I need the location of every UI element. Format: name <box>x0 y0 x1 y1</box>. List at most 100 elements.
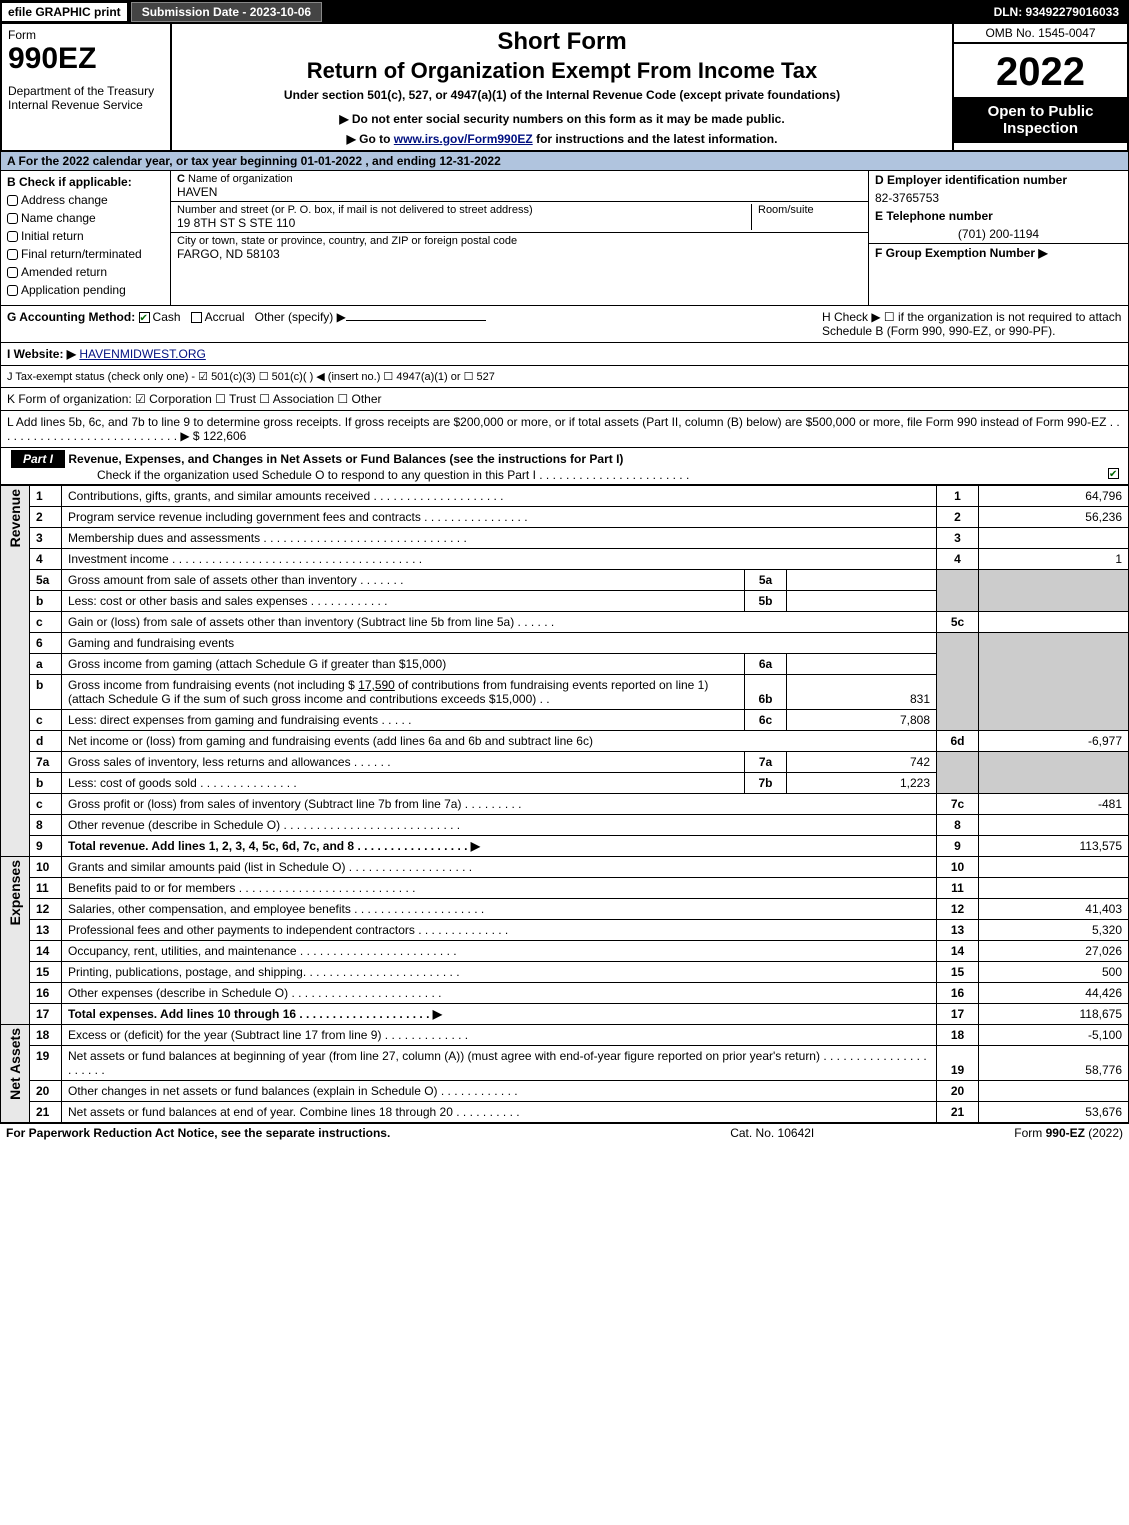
line-num: 18 <box>30 1025 62 1046</box>
l-text: L Add lines 5b, 6c, and 7b to line 9 to … <box>7 415 1120 443</box>
line-desc-6b: Gross income from fundraising events (no… <box>62 675 745 710</box>
sub-amount <box>787 654 937 675</box>
line-desc: Membership dues and assessments . . . . … <box>62 528 937 549</box>
checkbox-icon[interactable] <box>7 285 18 296</box>
department-label: Department of the Treasury Internal Reve… <box>8 84 164 112</box>
line-num: 19 <box>30 1046 62 1081</box>
room-label: Room/suite <box>752 204 862 230</box>
row-l: L Add lines 5b, 6c, and 7b to line 9 to … <box>0 411 1129 448</box>
line-amount: 118,675 <box>979 1004 1129 1025</box>
opt-application-pending: Application pending <box>7 283 164 297</box>
short-form-title: Short Form <box>180 28 944 56</box>
line-desc: Other changes in net assets or fund bala… <box>62 1081 937 1102</box>
form-ref: Form 990-EZ (2022) <box>1014 1126 1123 1140</box>
irs-link[interactable]: www.irs.gov/Form990EZ <box>394 132 533 146</box>
line-num: 16 <box>30 983 62 1004</box>
top-bar: efile GRAPHIC print Submission Date - 20… <box>0 0 1129 24</box>
checkbox-icon[interactable] <box>1108 468 1119 479</box>
d-label: D Employer identification number <box>869 171 1128 189</box>
e-label: E Telephone number <box>869 207 1128 225</box>
line-desc: Gross sales of inventory, less returns a… <box>62 752 745 773</box>
line-num: 17 <box>30 1004 62 1025</box>
line-ref: 12 <box>937 899 979 920</box>
checkbox-icon[interactable] <box>7 231 18 242</box>
street-address: 19 8TH ST S STE 110 <box>177 216 295 230</box>
line-ref: 9 <box>937 836 979 857</box>
opt-amended-return: Amended return <box>7 265 164 279</box>
line-desc: Less: cost or other basis and sales expe… <box>62 591 745 612</box>
line-desc: Other revenue (describe in Schedule O) .… <box>62 815 937 836</box>
checkbox-icon[interactable] <box>139 312 150 323</box>
line-desc: Professional fees and other payments to … <box>62 920 937 941</box>
checkbox-icon[interactable] <box>7 249 18 260</box>
cat-number: Cat. No. 10642I <box>730 1126 814 1140</box>
line-desc: Less: cost of goods sold . . . . . . . .… <box>62 773 745 794</box>
grey-cell <box>979 752 1129 794</box>
line-ref: 20 <box>937 1081 979 1102</box>
line-num: 15 <box>30 962 62 983</box>
section-c: C Name of organization HAVEN Number and … <box>171 171 868 305</box>
line-num: 2 <box>30 507 62 528</box>
line-ref: 2 <box>937 507 979 528</box>
line-ref: 18 <box>937 1025 979 1046</box>
line-ref: 4 <box>937 549 979 570</box>
line-ref: 6d <box>937 731 979 752</box>
row-k: K Form of organization: ☑ Corporation ☐ … <box>0 388 1129 411</box>
line-amount: 500 <box>979 962 1129 983</box>
line-num: b <box>30 773 62 794</box>
row-i: I Website: ▶ HAVENMIDWEST.ORG <box>0 343 1129 366</box>
line-ref: 15 <box>937 962 979 983</box>
line-amount: 113,575 <box>979 836 1129 857</box>
line-ref: 13 <box>937 920 979 941</box>
form-number: 990EZ <box>8 42 164 76</box>
sub-amount <box>787 570 937 591</box>
line-amount: 27,026 <box>979 941 1129 962</box>
l-amount: 122,606 <box>203 429 246 443</box>
checkbox-icon[interactable] <box>191 312 202 323</box>
section-b: B Check if applicable: Address change Na… <box>1 171 171 305</box>
omb-number: OMB No. 1545-0047 <box>954 24 1127 44</box>
line-ref: 5c <box>937 612 979 633</box>
line-num: 13 <box>30 920 62 941</box>
addr-label: Number and street (or P. O. box, if mail… <box>177 204 533 216</box>
line-desc: Gross amount from sale of assets other t… <box>62 570 745 591</box>
revenue-vertical-label: Revenue <box>7 489 23 547</box>
website-link[interactable]: HAVENMIDWEST.ORG <box>79 347 205 361</box>
line-num: 12 <box>30 899 62 920</box>
line-desc: Gain or (loss) from sale of assets other… <box>62 612 937 633</box>
opt-name-change: Name change <box>7 211 164 225</box>
line-amount: 41,403 <box>979 899 1129 920</box>
sub-ref: 6c <box>745 710 787 731</box>
line-num: 14 <box>30 941 62 962</box>
line-amount <box>979 612 1129 633</box>
line-num: 21 <box>30 1102 62 1123</box>
ssn-note: ▶ Do not enter social security numbers o… <box>180 112 944 126</box>
line-amount: 53,676 <box>979 1102 1129 1123</box>
checkbox-icon[interactable] <box>7 213 18 224</box>
checkbox-icon[interactable] <box>7 195 18 206</box>
line-ref: 17 <box>937 1004 979 1025</box>
return-title: Return of Organization Exempt From Incom… <box>180 58 944 84</box>
line-ref: 16 <box>937 983 979 1004</box>
city-cell: City or town, state or province, country… <box>171 233 868 263</box>
cash-label: Cash <box>153 310 181 324</box>
part-i-sub: Check if the organization used Schedule … <box>97 468 689 482</box>
grey-cell <box>937 633 979 731</box>
line-num: 10 <box>30 857 62 878</box>
part-i-label: Part I <box>11 450 65 468</box>
tax-year: 2022 <box>954 44 1127 97</box>
line-amount <box>979 1081 1129 1102</box>
part-i-header: Part I Revenue, Expenses, and Changes in… <box>0 448 1129 485</box>
checkbox-icon[interactable] <box>7 267 18 278</box>
sub-ref: 5b <box>745 591 787 612</box>
line-num: c <box>30 710 62 731</box>
line-desc: Less: direct expenses from gaming and fu… <box>62 710 745 731</box>
line-num: 6 <box>30 633 62 654</box>
form-word: Form <box>8 28 164 42</box>
line-num: b <box>30 591 62 612</box>
g-label: G Accounting Method: <box>7 310 135 324</box>
line-amount: -6,977 <box>979 731 1129 752</box>
dln-label: DLN: 93492279016033 <box>994 5 1127 19</box>
line-amount: 56,236 <box>979 507 1129 528</box>
line-desc: Total revenue. Add lines 1, 2, 3, 4, 5c,… <box>62 836 937 857</box>
